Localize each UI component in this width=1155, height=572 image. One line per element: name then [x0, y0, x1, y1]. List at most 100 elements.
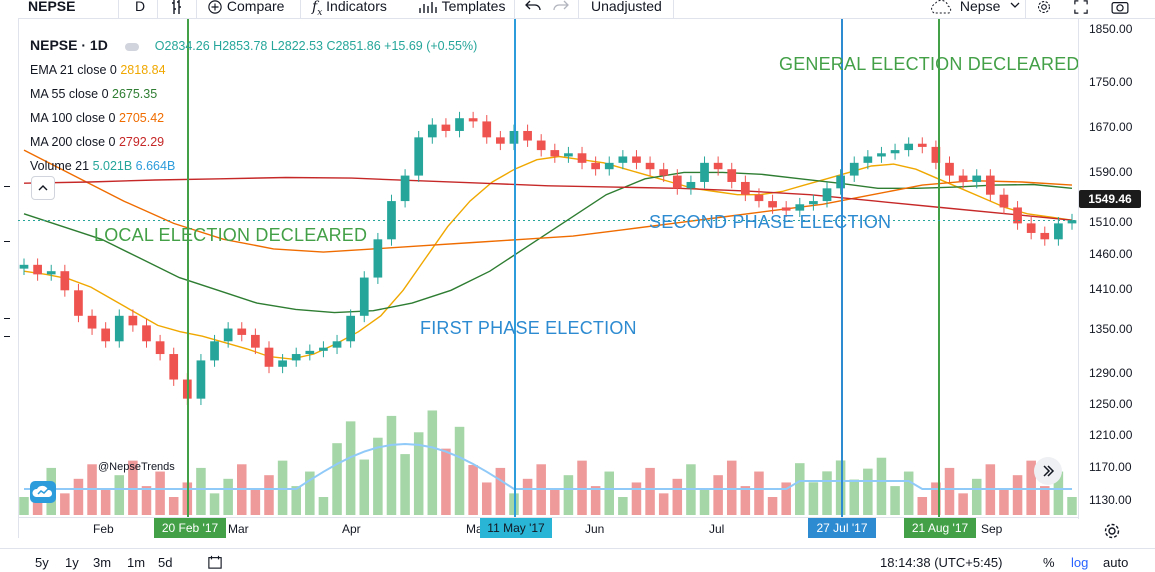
undo-icon[interactable]: [525, 0, 541, 18]
interval-button[interactable]: D: [135, 0, 146, 14]
volume-bar: [781, 482, 791, 515]
goto-date-icon[interactable]: [207, 555, 223, 572]
percent-toggle[interactable]: %: [1043, 555, 1055, 570]
range-1m-button[interactable]: 1m: [127, 555, 146, 570]
drawing-tool-tick[interactable]: [4, 186, 10, 187]
volume-bar: [808, 482, 819, 515]
redo-icon[interactable]: [553, 0, 569, 18]
candle-body: [359, 277, 369, 316]
candle-body: [645, 162, 655, 170]
range-5y-button[interactable]: 5y: [35, 555, 49, 570]
candle-body: [727, 169, 737, 182]
candle-body: [931, 146, 941, 163]
gear-icon[interactable]: [1035, 0, 1053, 18]
price-label: 1510.00: [1089, 215, 1133, 229]
candle-body: [400, 175, 410, 202]
top-toolbar: NEPSE D Compare fx Indicators Templates …: [0, 0, 1155, 19]
legend-ma200[interactable]: MA 200 close 0 2792.29: [30, 130, 477, 154]
candle-body: [863, 156, 873, 163]
price-label: 1130.00: [1089, 493, 1132, 507]
volume-bar: [604, 471, 615, 515]
cloud-icon: [931, 0, 952, 14]
volume-bar: [345, 421, 356, 515]
camera-icon[interactable]: [1110, 0, 1130, 18]
candle-body: [60, 271, 70, 291]
drawing-tool-tick[interactable]: [4, 318, 10, 319]
candle-body: [155, 341, 165, 355]
candle-body: [128, 315, 138, 326]
range-3m-button[interactable]: 3m: [93, 555, 112, 570]
collapse-legend-button[interactable]: [31, 176, 55, 200]
legend-ema21-value: 2818.84: [120, 63, 166, 77]
symbol-search-button[interactable]: NEPSE: [28, 0, 76, 14]
range-1y-button[interactable]: 1y: [65, 555, 79, 570]
candle-body: [251, 334, 260, 348]
legend-volume[interactable]: Volume 21 5.021B 6.664B: [30, 154, 477, 178]
candle-body: [33, 264, 42, 275]
drawing-tool-tick[interactable]: [4, 336, 10, 337]
drawing-tool-tick[interactable]: [4, 241, 10, 242]
clock-display[interactable]: 18:14:38 (UTC+5:45): [880, 555, 1003, 570]
auto-toggle[interactable]: auto: [1103, 555, 1129, 570]
price-mode-button[interactable]: Unadjusted: [591, 0, 662, 14]
tradingview-logo[interactable]: [30, 481, 56, 503]
layout-menu-button[interactable]: Nepse: [928, 0, 1020, 18]
candle-body: [740, 181, 750, 195]
volume-bar: [60, 493, 70, 515]
indicators-button[interactable]: fx Indicators: [312, 0, 387, 18]
candle-body: [618, 156, 628, 163]
volume-bar: [767, 497, 778, 515]
volume-ma-line: [24, 442, 1072, 490]
compare-label: Compare: [226, 0, 285, 14]
log-toggle[interactable]: log: [1071, 555, 1089, 570]
candle-body: [781, 207, 791, 211]
candle-body: [958, 175, 968, 182]
candle-body: [809, 201, 818, 205]
candle-body: [414, 137, 424, 176]
volume-bar: [413, 432, 424, 515]
legend-ma55[interactable]: MA 55 close 0 2675.35: [30, 82, 477, 106]
legend-ma200-label: MA 200 close 0: [30, 135, 116, 149]
legend-toggle-icon[interactable]: [125, 42, 140, 51]
annotation-first-phase: FIRST PHASE ELECTION: [420, 318, 637, 338]
templates-button[interactable]: Templates: [418, 0, 505, 18]
candle-body: [223, 328, 233, 342]
volume-bar: [577, 460, 587, 515]
candle-body: [904, 143, 914, 151]
chart-pane[interactable]: [18, 19, 1078, 517]
volume-bar: [305, 471, 315, 515]
legend-ma100[interactable]: MA 100 close 0 2705.42: [30, 106, 477, 130]
volume-bar: [19, 497, 29, 515]
candle-body: [577, 153, 587, 163]
volume-bar: [264, 475, 274, 515]
legend-ema21-label: EMA 21 close 0: [30, 63, 117, 77]
chart-settings-gear-icon[interactable]: [1103, 522, 1121, 545]
indicators-label: Indicators: [326, 0, 387, 14]
volume-bar: [944, 467, 955, 515]
fx-icon: fx: [312, 0, 323, 18]
compare-button[interactable]: Compare: [207, 0, 284, 18]
legend-symbol[interactable]: NEPSE · 1D: [30, 37, 108, 53]
range-5d-button[interactable]: 5d: [158, 555, 173, 570]
price-chart[interactable]: [18, 19, 1078, 517]
candle-body: [278, 360, 287, 367]
candle-body: [87, 315, 97, 329]
toolbar-divider: [673, 0, 674, 18]
price-axis[interactable]: 1850.00 1750.00 1670.00 1590.00 1549.46 …: [1078, 19, 1155, 539]
scroll-to-realtime-button[interactable]: [1034, 457, 1062, 485]
legend-ema21[interactable]: EMA 21 close 0 2818.84: [30, 58, 477, 82]
volume-bar: [427, 410, 438, 515]
volume-bar: [835, 460, 846, 515]
fullscreen-icon[interactable]: [1073, 0, 1089, 18]
bar-style-icon[interactable]: [170, 0, 186, 18]
volume-bar: [550, 489, 560, 515]
time-axis[interactable]: [18, 517, 1078, 548]
volume-bar: [795, 463, 805, 515]
volume-bar: [726, 460, 737, 515]
volume-bar: [509, 493, 519, 515]
volume-bar: [168, 497, 179, 515]
candle-body: [291, 354, 301, 361]
candle-body: [536, 140, 546, 151]
candle-body: [142, 325, 151, 342]
price-label: 1170.00: [1089, 460, 1132, 474]
